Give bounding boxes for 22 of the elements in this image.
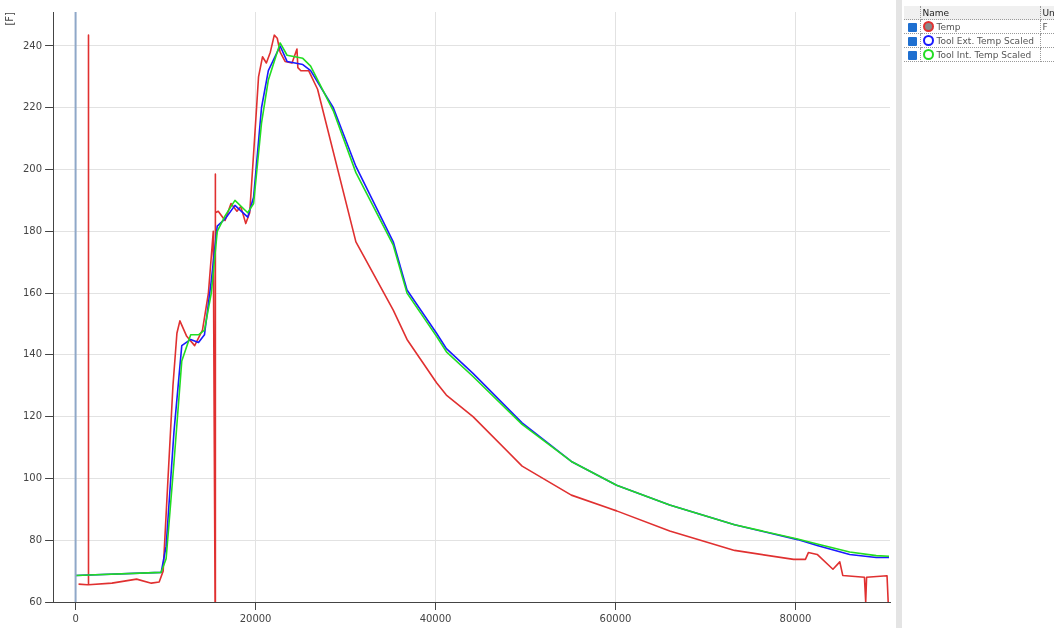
y-tick-label: 80: [29, 533, 43, 545]
x-tick-label: 40000: [419, 612, 452, 624]
x-tick-label: 20000: [239, 612, 272, 624]
legend-label: Tool Int. Temp Scaled: [936, 49, 1032, 60]
legend-title: Name: [920, 6, 1040, 20]
legend-label: Temp: [936, 21, 961, 32]
y-tick-label: 220: [22, 101, 43, 113]
x-tick-label: 60000: [599, 612, 632, 624]
y-tick-label: 160: [22, 286, 43, 298]
y-tick-label: 140: [22, 348, 43, 360]
y-tick-label: 200: [22, 163, 43, 175]
y-tick-label: 60: [29, 595, 43, 607]
y-tick-label: 240: [22, 39, 43, 51]
y-tick-label: 100: [22, 472, 43, 484]
x-tick-label: 0: [72, 612, 79, 624]
y-tick-label: 120: [22, 410, 43, 422]
y-tick-label: 180: [22, 224, 43, 236]
text: F: [1040, 19, 1054, 34]
y-axis-title: [F]: [3, 11, 15, 26]
legend-label: Tool Ext. Temp Scaled: [936, 35, 1034, 46]
text: Un: [1040, 6, 1055, 20]
x-tick-label: 80000: [779, 612, 812, 624]
